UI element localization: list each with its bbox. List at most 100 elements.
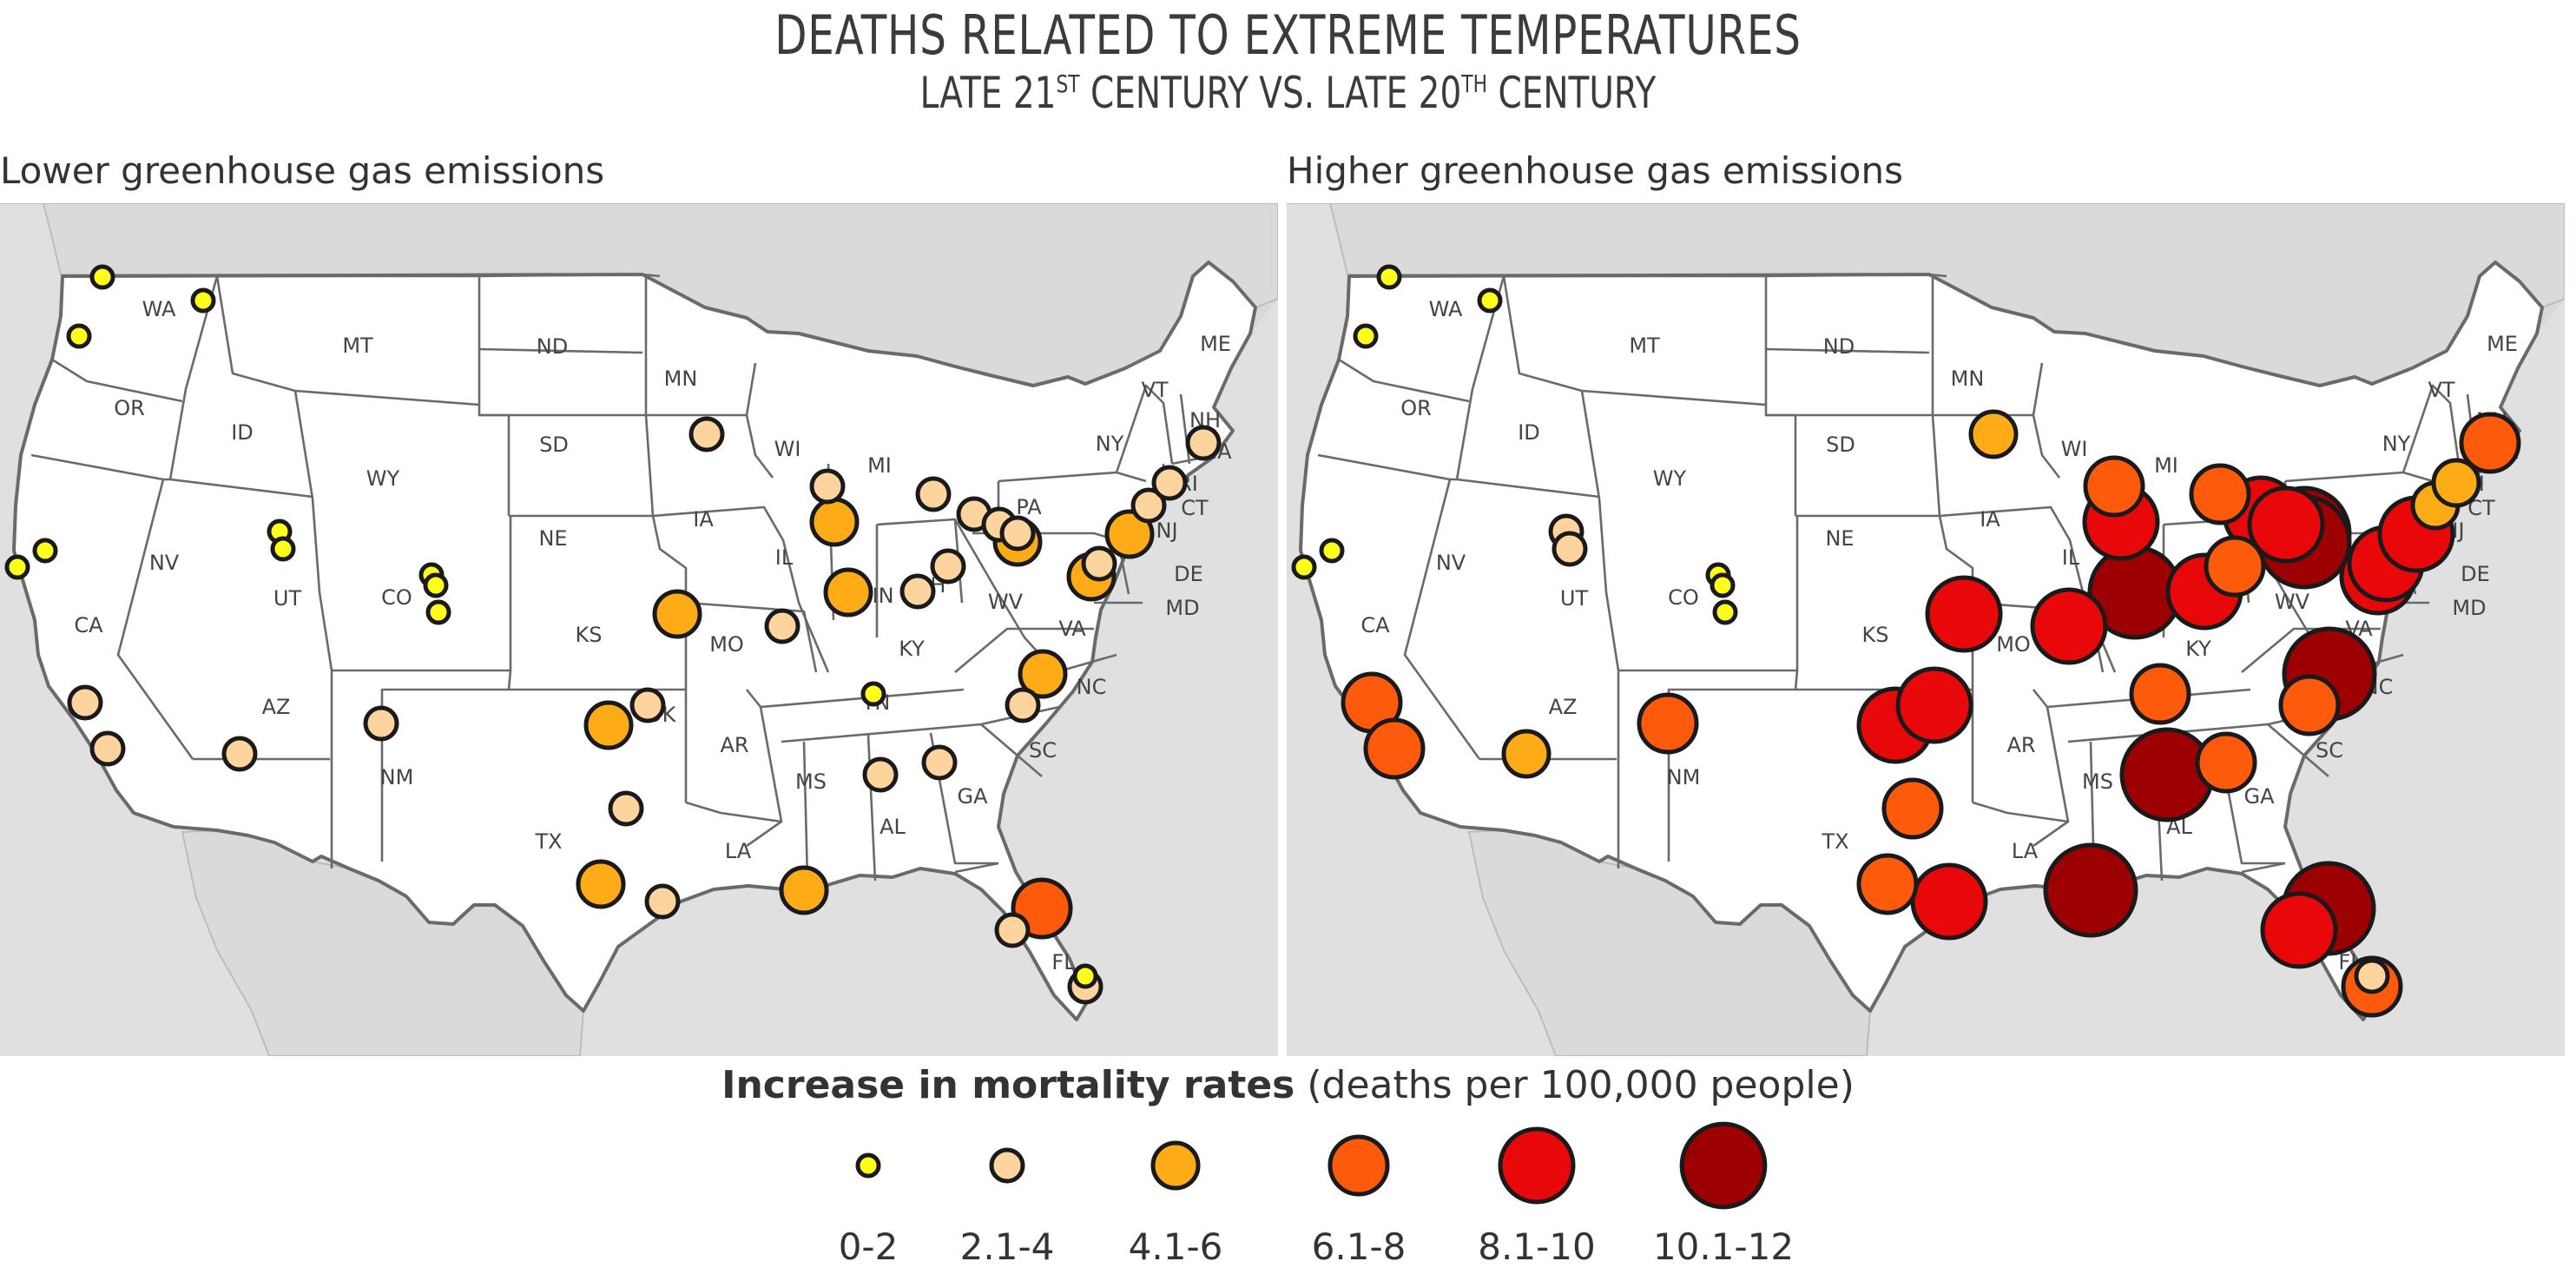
lower-marker-baltimore [1081, 545, 1117, 582]
higher-state-label-ks: KS [1862, 623, 1889, 647]
higher-state-label-tx: TX [1821, 829, 1848, 854]
lower-state-label-nm: NM [380, 765, 414, 789]
map-lower-emissions: WAORCANVIDMTWYUTCOAZNMNDSDNEKSOKTXMNIAMO… [0, 203, 1278, 1056]
legend-swatch-0 [855, 1152, 881, 1179]
higher-marker-columbus [2204, 535, 2266, 598]
higher-marker-kansas-city [1925, 575, 2003, 653]
lower-state-label-ny: NY [1096, 432, 1124, 456]
lower-state-label-wv: WV [988, 590, 1024, 614]
lower-marker-boulder [423, 572, 449, 598]
lower-state-label-sc: SC [1029, 738, 1057, 763]
lower-marker-atlanta [921, 744, 958, 781]
higher-state-label-mi: MI [2154, 453, 2178, 478]
lower-state-label-wa: WA [142, 297, 176, 321]
higher-state-label-ut: UT [1560, 586, 1589, 611]
lower-state-label-ut: UT [273, 586, 302, 611]
higher-state-label-wa: WA [1429, 297, 1463, 321]
lower-marker-milwaukee [809, 468, 846, 505]
lower-marker-portland [66, 323, 92, 349]
lower-state-label-tx: TX [534, 829, 562, 854]
lower-marker-fort-lauderdale [1072, 963, 1098, 989]
higher-marker-st-louis [2030, 587, 2108, 665]
higher-state-label-wi: WI [2061, 437, 2088, 461]
higher-marker-portland [1353, 323, 1379, 349]
higher-state-label-co: CO [1668, 585, 1699, 610]
higher-state-label-sc: SC [2316, 738, 2343, 763]
legend-swatch-3 [1328, 1134, 1390, 1197]
higher-state-label-md: MD [2452, 596, 2486, 620]
higher-state-label-ar: AR [2006, 733, 2035, 757]
higher-state-label-ms: MS [2082, 769, 2113, 794]
higher-marker-providence [2431, 458, 2481, 508]
lower-state-label-or: OR [114, 396, 145, 420]
lower-marker-oklahoma-city [583, 700, 634, 750]
higher-marker-boulder [1710, 572, 1736, 598]
legend-label-5: 10.1-12 [1653, 1225, 1794, 1268]
lower-marker-minneapolis [688, 416, 725, 452]
lower-state-label-nj: NJ [1156, 518, 1177, 543]
lower-state-label-il: IL [775, 545, 794, 570]
legend-swatch-4 [1498, 1126, 1576, 1205]
lower-marker-chicago [809, 497, 860, 547]
higher-marker-san-diego [1363, 717, 1426, 780]
higher-marker-fort-lauderdale [2354, 958, 2390, 994]
lower-state-label-de: DE [1174, 562, 1203, 586]
higher-marker-dallas [1881, 777, 1944, 840]
higher-marker-milwaukee [2083, 455, 2145, 518]
higher-state-label-la: LA [2012, 839, 2039, 863]
lower-marker-cincinnati [899, 573, 936, 610]
lower-marker-akron [999, 515, 1036, 551]
lower-state-label-mn: MN [664, 367, 698, 391]
higher-state-label-ga: GA [2243, 784, 2275, 809]
lower-marker-seattle [89, 264, 115, 290]
lower-city-markers [4, 264, 1222, 1005]
lower-marker-philadelphia [1104, 509, 1155, 559]
lower-marker-new-york [1130, 487, 1167, 524]
higher-state-label-ny: NY [2382, 432, 2411, 456]
legend-swatch-5 [1679, 1121, 1768, 1210]
lower-state-label-ca: CA [74, 613, 103, 637]
higher-marker-detroit [2189, 463, 2251, 525]
legend-label-0: 0-2 [839, 1225, 899, 1268]
lower-marker-san-diego [89, 730, 126, 767]
lower-state-label-la: LA [725, 839, 752, 863]
lower-state-label-id: ID [231, 420, 254, 445]
lower-state-label-vt: VT [1141, 378, 1168, 402]
higher-marker-seattle [1376, 264, 1402, 290]
lower-marker-providence [1151, 465, 1188, 501]
higher-state-label-id: ID [1518, 420, 1540, 445]
higher-state-label-or: OR [1400, 396, 1432, 420]
lower-state-label-wy: WY [366, 466, 400, 491]
lower-marker-columbus [930, 548, 966, 584]
lower-state-label-co: CO [381, 585, 412, 610]
higher-state-label-ky: KY [2185, 637, 2211, 661]
lower-marker-memphis [860, 681, 886, 707]
lower-marker-dallas [608, 790, 644, 827]
lower-marker-st-louis [764, 608, 800, 644]
legend-label-2: 4.1-6 [1129, 1225, 1223, 1268]
lower-state-label-ms: MS [795, 769, 827, 794]
higher-state-label-me: ME [2487, 332, 2518, 356]
lower-state-label-nd: ND [537, 334, 568, 359]
higher-state-label-nm: NM [1667, 765, 1701, 789]
lower-state-label-me: ME [1200, 332, 1231, 356]
lower-marker-new-orleans [779, 865, 829, 915]
panel-label-lower: Lower greenhouse gas emissions [0, 149, 605, 192]
higher-state-label-mt: MT [1629, 334, 1660, 358]
lower-marker-austin [576, 859, 626, 909]
lower-marker-colorado-springs [425, 599, 451, 625]
lower-state-label-nv: NV [149, 551, 180, 575]
higher-state-label-il: IL [2062, 545, 2080, 570]
lower-marker-tampa [994, 912, 1031, 948]
lower-marker-provo [270, 536, 296, 562]
lower-state-label-pa: PA [1016, 495, 1042, 519]
lower-marker-detroit [915, 476, 952, 512]
lower-state-label-ct: CT [1181, 496, 1209, 520]
panel-label-higher: Higher greenhouse gas emissions [1287, 149, 1903, 192]
higher-marker-houston [1910, 862, 1988, 941]
lower-marker-raleigh [1018, 649, 1068, 699]
lower-state-label-ia: IA [693, 507, 714, 532]
lower-state-label-sd: SD [539, 433, 569, 457]
higher-state-label-wy: WY [1653, 466, 1687, 491]
higher-marker-atlanta [2195, 731, 2257, 794]
